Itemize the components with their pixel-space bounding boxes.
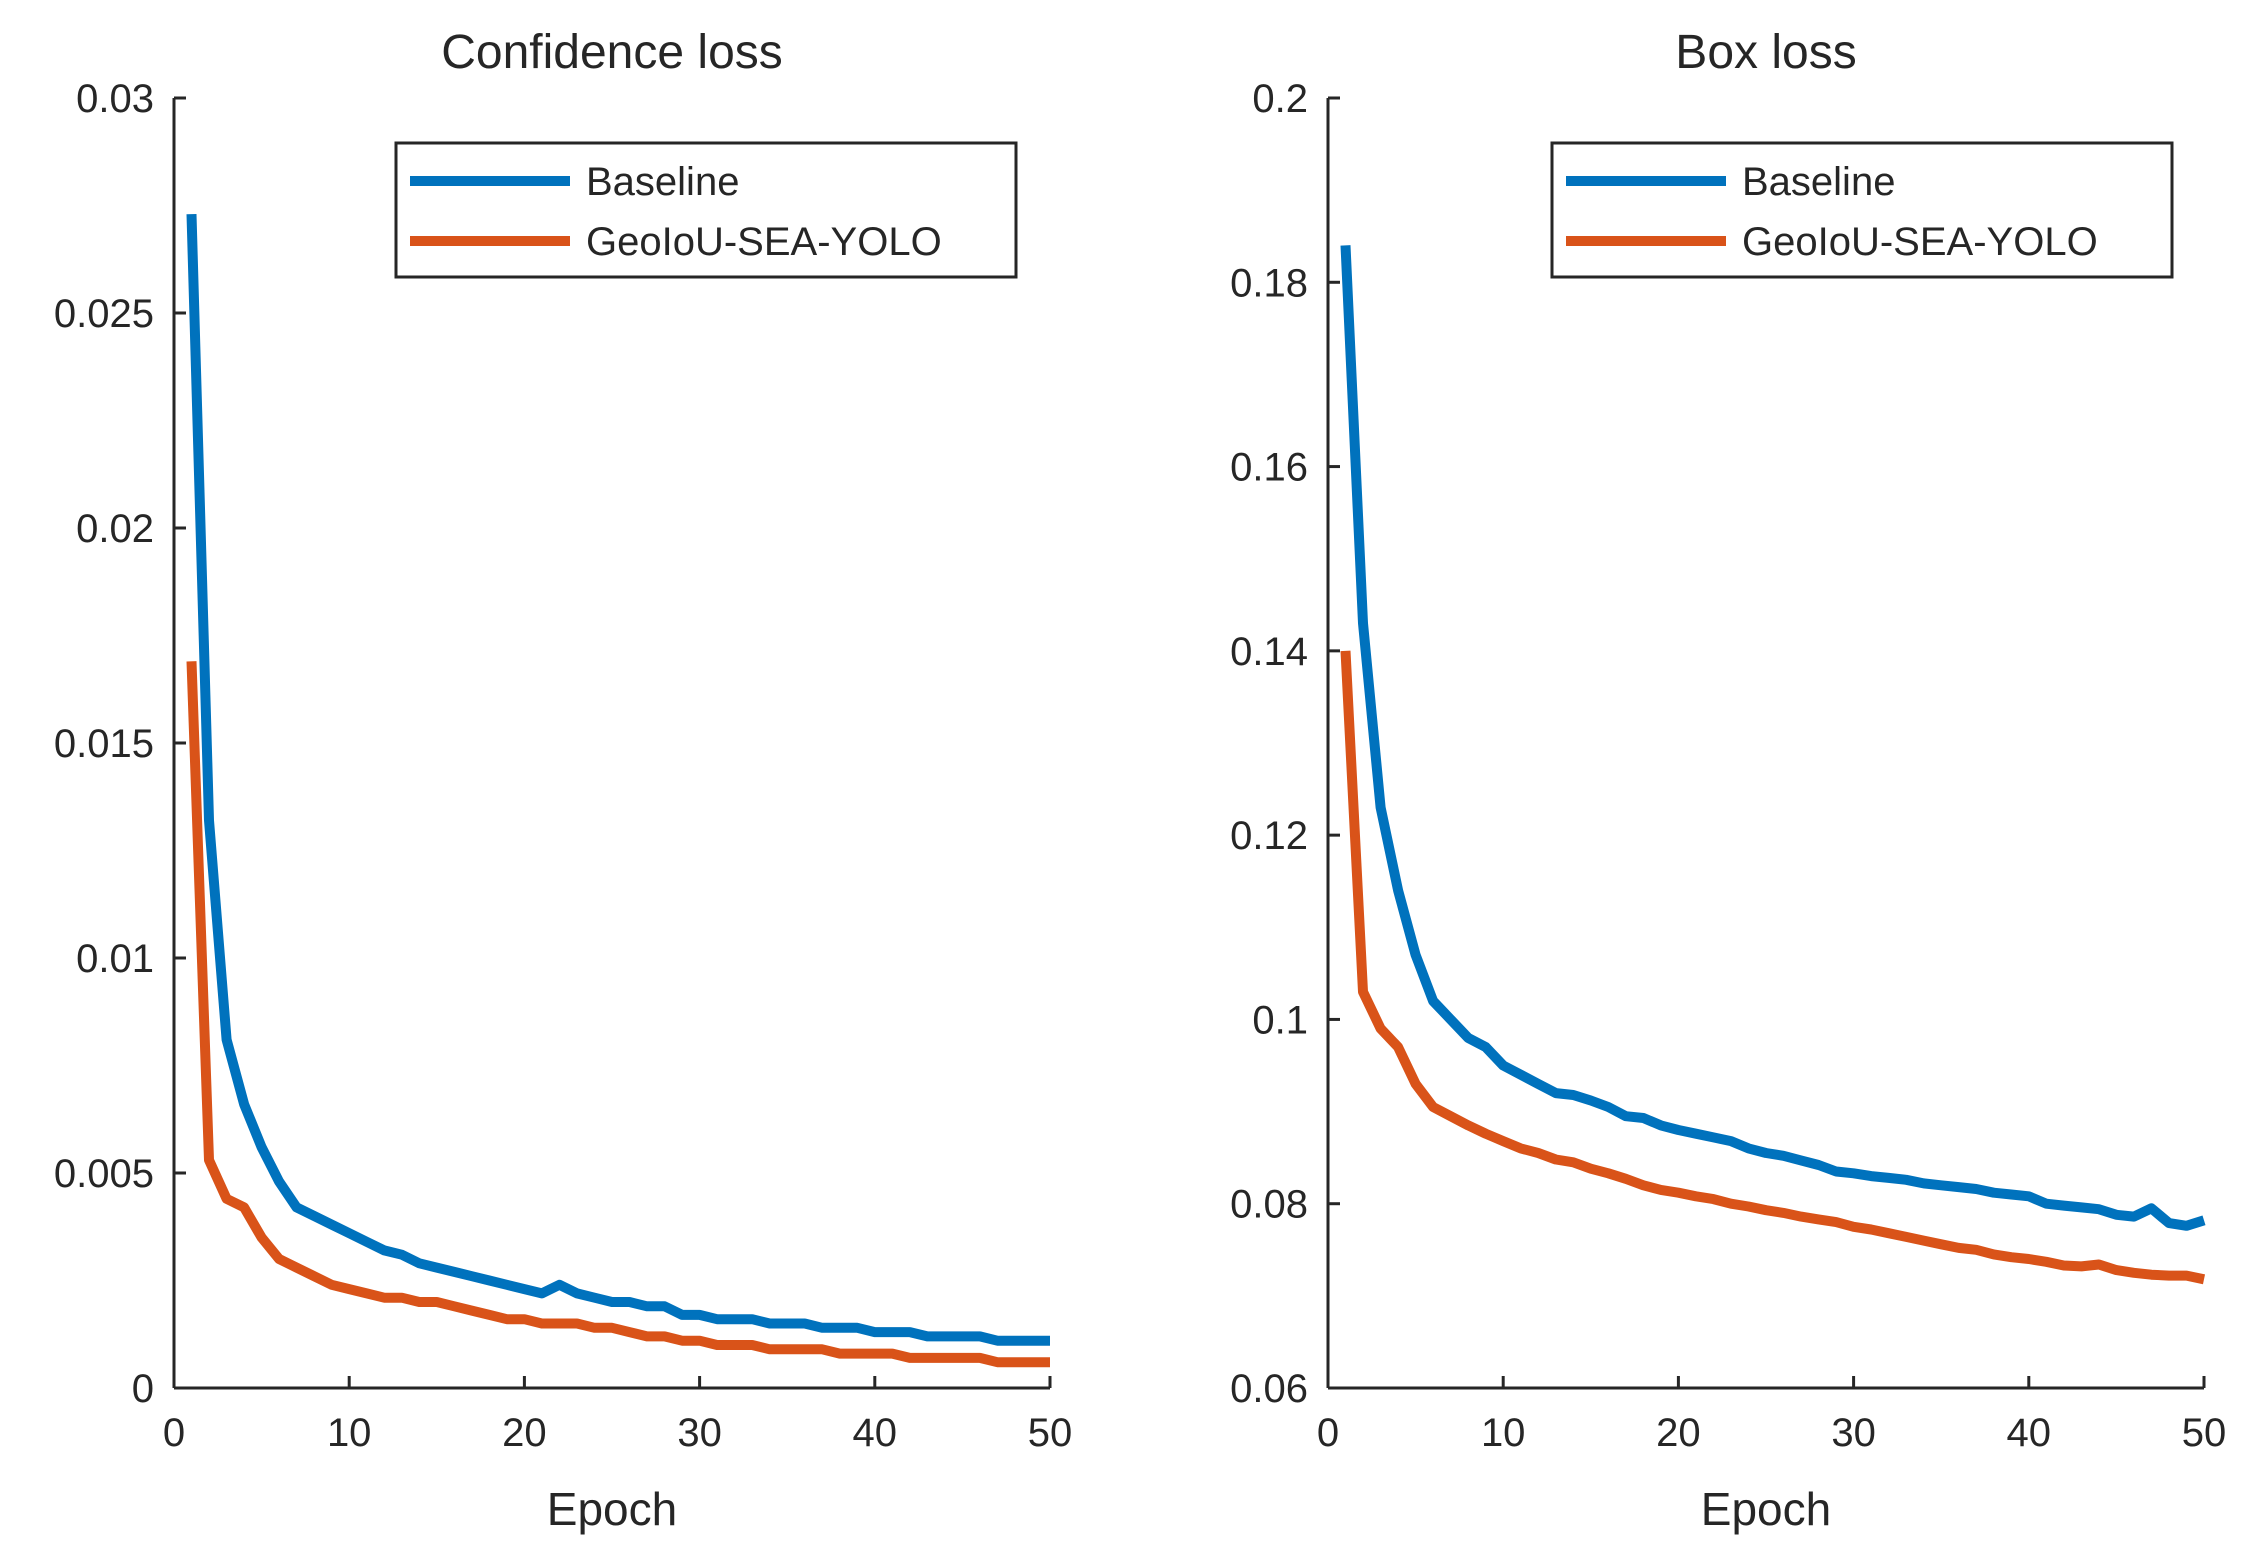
x-tick-label: 20 [502,1411,547,1455]
y-tick-label: 0.06 [1230,1367,1308,1411]
y-tick-label: 0.16 [1230,446,1308,490]
x-tick-label: 50 [2182,1411,2227,1455]
legend: Baseline GeoIoU-SEA-YOLO [394,141,1018,279]
x-tick-label: 20 [1656,1411,1701,1455]
x-tick-label: 30 [1831,1411,1876,1455]
y-tick-label: 0.02 [76,507,154,551]
legend-label: Baseline [1742,160,1895,204]
chart-title: Box loss [1675,26,1856,79]
x-axis-title: Epoch [547,1483,677,1535]
y-tick-label: 0.08 [1230,1183,1308,1227]
x-tick-label: 30 [677,1411,722,1455]
x-tick-label: 50 [1028,1411,1073,1455]
series-line-baseline [1340,245,2206,1231]
series-line-geoiou-sea-yolo [186,661,1050,1368]
x-tick-label: 10 [1481,1411,1526,1455]
x-tick-label: 0 [163,1411,185,1455]
y-tick-label: 0.2 [1252,77,1308,121]
x-tick-label: 40 [2007,1411,2052,1455]
legend-box [1550,141,2174,279]
series-line-baseline [186,213,1050,1346]
legend-box [394,141,1018,279]
confidence-loss-chart: Confidence loss 0 10 20 30 40 50 0 0.005 0.01 0.01… [54,26,1072,1535]
box-loss-chart: Box loss 0 10 20 30 40 50 0.06 0.08 0.1 0.12 0.14 0.… [1230,26,2226,1535]
legend-label: GeoIoU-SEA-YOLO [586,220,942,264]
legend: Baseline GeoIoU-SEA-YOLO [1550,141,2174,279]
x-axis-title: Epoch [1701,1483,1831,1535]
y-tick-label: 0.14 [1230,630,1308,674]
series-line-geoiou-sea-yolo [1340,650,2206,1285]
y-tick-label: 0.12 [1230,814,1308,858]
legend-label: Baseline [586,160,739,204]
y-tick-label: 0.01 [76,937,154,981]
x-tick-label: 40 [853,1411,898,1455]
chart-title: Confidence loss [441,26,783,79]
y-tick-label: 0 [132,1367,154,1411]
x-tick-label: 0 [1317,1411,1339,1455]
x-tick-label: 10 [327,1411,372,1455]
y-tick-label: 0.03 [76,77,154,121]
y-tick-label: 0.015 [54,722,154,766]
y-tick-label: 0.1 [1252,998,1308,1042]
legend-label: GeoIoU-SEA-YOLO [1742,220,2098,264]
y-tick-label: 0.005 [54,1152,154,1196]
y-tick-label: 0.18 [1230,261,1308,305]
y-tick-label: 0.025 [54,292,154,336]
